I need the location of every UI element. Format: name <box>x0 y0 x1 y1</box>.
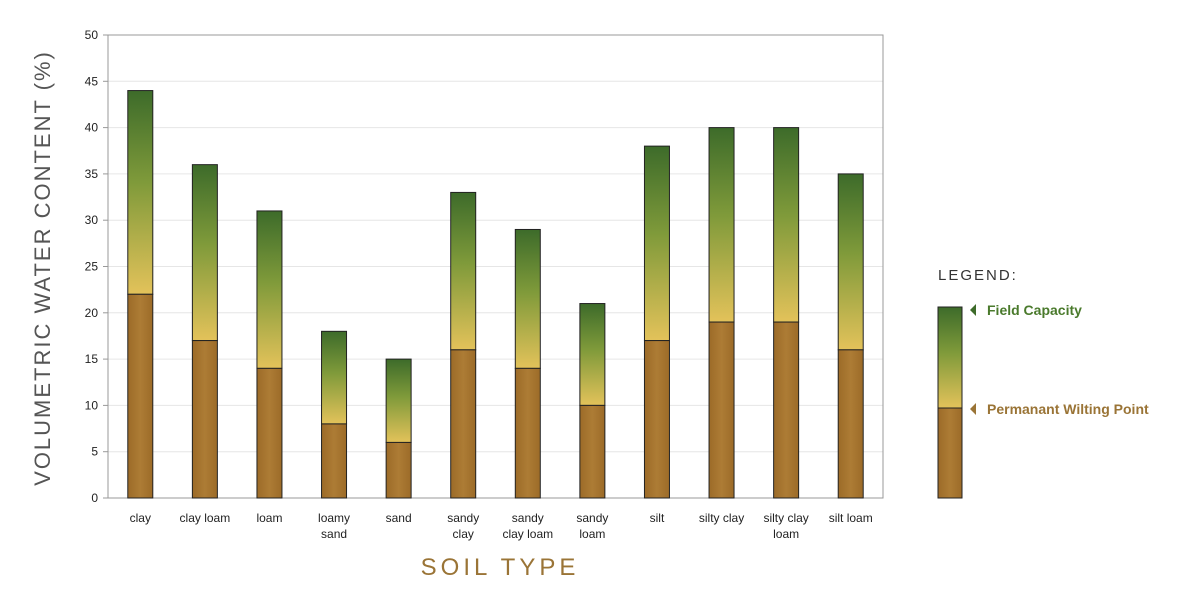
bar-wilting-point <box>191 340 218 499</box>
y-tick-label: 40 <box>85 121 99 135</box>
bar-field-capacity <box>127 90 154 295</box>
y-tick-label: 50 <box>85 28 99 42</box>
bar-field-capacity <box>256 210 283 369</box>
bar-field-capacity <box>773 127 800 323</box>
bar-field-capacity <box>837 173 864 351</box>
legend-title: LEGEND: <box>938 267 1018 284</box>
bar-wilting-point <box>643 340 670 499</box>
bar-wilting-point <box>321 423 348 499</box>
x-category-label: loam <box>256 511 282 525</box>
y-tick-label: 45 <box>85 74 99 88</box>
legend-field-capacity-arrow-icon <box>970 304 976 316</box>
bars <box>127 90 864 499</box>
y-tick-label: 5 <box>91 445 98 459</box>
legend: LEGEND: Field Capacity Permanant Wilting… <box>937 267 1149 499</box>
bar-field-capacity <box>579 303 606 406</box>
y-tick-label: 15 <box>85 352 99 366</box>
x-category-label: clay <box>130 511 151 525</box>
bar-field-capacity <box>450 191 477 351</box>
legend-wilting-point-label: Permanant Wilting Point <box>987 401 1149 417</box>
bar-field-capacity <box>191 164 218 342</box>
x-category-label: clay loam <box>180 511 231 525</box>
bar-field-capacity <box>514 228 541 369</box>
grid-lines <box>108 80 883 453</box>
bar-wilting-point <box>385 441 412 499</box>
x-category-label: sandy clay <box>447 511 479 541</box>
bar-wilting-point <box>256 367 283 499</box>
y-tick-label: 20 <box>85 306 99 320</box>
x-category-label: sandy loam <box>576 511 608 541</box>
bar-field-capacity <box>643 145 670 342</box>
x-category-label: silty clay loam <box>763 511 808 541</box>
y-axis-title: VOLUMETRIC WATER CONTENT (%) <box>30 50 55 486</box>
bar-wilting-point <box>579 404 606 499</box>
bar-wilting-point <box>514 367 541 499</box>
bar-wilting-point <box>773 321 800 499</box>
legend-field-capacity-label: Field Capacity <box>987 302 1082 318</box>
x-category-label: silty clay <box>699 511 744 525</box>
bar-field-capacity <box>385 358 412 443</box>
legend-field-capacity-swatch <box>937 306 963 409</box>
y-tick-label: 0 <box>91 491 98 505</box>
bar-wilting-point <box>450 349 477 499</box>
y-tick-label: 10 <box>85 398 99 412</box>
bar-wilting-point <box>708 321 735 499</box>
y-tick-label: 25 <box>85 260 99 274</box>
legend-wilting-point-swatch <box>937 407 963 499</box>
x-category-label: sandy clay loam <box>502 511 553 541</box>
y-axis-ticks: 0 5 10 15 20 25 30 35 40 45 50 <box>85 28 108 505</box>
x-axis-categories: clay clay loam loam loamy sand sand sandy clay s… <box>130 511 873 541</box>
bar-field-capacity <box>321 330 348 425</box>
y-tick-label: 35 <box>85 167 99 181</box>
bar-field-capacity <box>708 127 735 323</box>
bar-wilting-point <box>837 349 864 499</box>
legend-wilting-point-arrow-icon <box>970 403 976 415</box>
bar-wilting-point <box>127 293 154 499</box>
x-category-label: sand <box>386 511 412 525</box>
x-axis-title: SOIL TYPE <box>421 554 580 581</box>
y-tick-label: 30 <box>85 213 99 227</box>
x-category-label: loamy sand <box>318 511 350 541</box>
x-category-label: silt loam <box>829 511 873 525</box>
x-category-label: silt <box>650 511 665 525</box>
